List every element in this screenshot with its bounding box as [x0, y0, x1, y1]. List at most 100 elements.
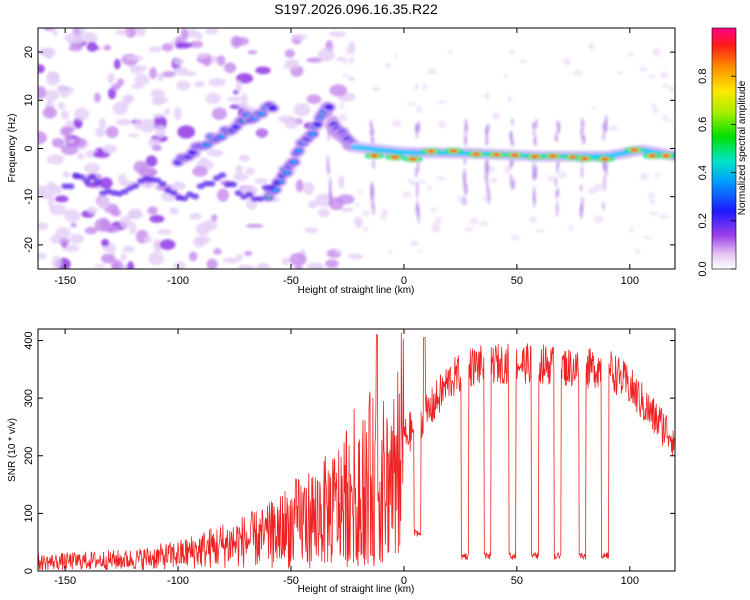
- noise-blob: [68, 44, 83, 52]
- noise-blob: [394, 53, 399, 59]
- spectrogram-ytick-label: 10: [23, 94, 35, 106]
- snr-x-axis: -150 -100 -50 0 50 100: [54, 329, 639, 587]
- noise-band: [272, 180, 281, 187]
- colorbar-frame: [711, 27, 737, 270]
- spectrogram-data: [38, 28, 675, 269]
- hot-spot-red: [492, 153, 501, 157]
- noise-band: [267, 184, 276, 191]
- dropout-streak: [415, 182, 419, 199]
- noise-blob: [39, 190, 50, 199]
- noise-blob: [110, 209, 122, 217]
- noise-blob: [593, 215, 604, 224]
- noise-blob: [510, 235, 520, 241]
- noise-band: [169, 189, 178, 196]
- snr-xtick-label: -100: [167, 575, 189, 587]
- noise-blob: [189, 40, 204, 49]
- snr-series-line: [38, 332, 675, 571]
- noise-blob: [307, 262, 325, 269]
- noise-blob: [235, 164, 244, 174]
- noise-blob: [535, 229, 545, 233]
- noise-blob: [240, 92, 248, 104]
- noise-blob: [490, 177, 498, 184]
- noise-blob: [409, 240, 420, 247]
- noise-blob: [339, 207, 354, 212]
- dropout-streak: [417, 120, 421, 133]
- snr-ytick-label: 100: [23, 504, 35, 522]
- spectrogram-ylabel: Frequency (Hz): [7, 114, 18, 183]
- noise-blob: [55, 227, 71, 239]
- snr-ytick-label: 200: [23, 447, 35, 465]
- noise-blob: [303, 181, 315, 195]
- noise-blob: [116, 78, 125, 87]
- dropout-streak: [414, 167, 418, 179]
- noise-band: [207, 180, 216, 187]
- snr-ytick-label: 0: [23, 568, 35, 574]
- noise-blob: [469, 217, 479, 225]
- dropout-streak: [465, 183, 469, 196]
- noise-blob: [99, 177, 113, 190]
- dropout-streak: [510, 136, 514, 147]
- noise-blob: [238, 154, 251, 162]
- dropout-streak: [557, 120, 561, 131]
- noise-blob: [101, 144, 118, 154]
- colorbar-tick-label: 0.8: [697, 69, 709, 84]
- colorbar-tick-label: 0.0: [697, 261, 709, 276]
- colorbar-tick-label: 0.6: [697, 117, 709, 132]
- dropout-streak: [415, 200, 419, 217]
- noise-blob: [379, 212, 387, 221]
- noise-blob: [150, 89, 166, 99]
- dropout-streak: [462, 171, 466, 182]
- noise-blob: [216, 55, 226, 66]
- noise-blob: [227, 96, 242, 102]
- noise-blob: [306, 57, 323, 63]
- drift-hot: [204, 142, 211, 147]
- noise-blob: [148, 251, 164, 266]
- noise-blob: [652, 48, 662, 57]
- noise-blob: [134, 74, 150, 86]
- noise-blob: [222, 257, 240, 264]
- snr-data: [38, 332, 675, 571]
- hot-spot-red: [472, 152, 481, 156]
- noise-band: [153, 177, 162, 184]
- noise-blob: [176, 80, 191, 91]
- noise-blob: [86, 41, 98, 52]
- snr-y-axis: 0 100 200 300 400: [23, 331, 675, 574]
- noise-blob: [186, 29, 199, 39]
- noise-blob: [94, 263, 106, 268]
- noise-blob: [208, 78, 226, 87]
- hot-spot-red: [390, 155, 399, 159]
- noise-blob: [108, 242, 116, 256]
- noise-blob: [338, 113, 348, 123]
- noise-blob: [647, 192, 655, 199]
- noise-blob: [63, 209, 81, 222]
- noise-blob: [98, 117, 107, 130]
- noise-blob: [237, 264, 255, 269]
- noise-blob: [635, 248, 640, 254]
- noise-blob: [205, 28, 219, 35]
- noise-blob: [257, 128, 267, 139]
- dropout-streak: [464, 136, 468, 147]
- noise-blob: [616, 70, 623, 75]
- noise-blob: [431, 228, 441, 233]
- noise-blob: [416, 105, 423, 114]
- noise-blob: [391, 119, 402, 128]
- noise-blob: [62, 171, 71, 179]
- dropout-streak: [462, 195, 466, 206]
- noise-blob: [233, 36, 250, 46]
- noise-blob: [362, 209, 370, 217]
- noise-blob: [196, 52, 209, 59]
- noise-blob: [151, 96, 169, 103]
- noise-blob: [482, 194, 493, 202]
- noise-blob: [46, 154, 65, 165]
- noise-blob: [627, 52, 634, 57]
- noise-blob: [97, 195, 110, 210]
- noise-blob: [107, 72, 115, 84]
- dropout-streak: [554, 176, 558, 187]
- noise-blob: [47, 193, 55, 208]
- noise-blob: [77, 152, 85, 160]
- noise-blob: [546, 175, 556, 182]
- noise-blob: [385, 62, 392, 70]
- dropout-streak: [533, 137, 537, 146]
- noise-blob: [83, 162, 101, 174]
- noise-band: [218, 172, 227, 179]
